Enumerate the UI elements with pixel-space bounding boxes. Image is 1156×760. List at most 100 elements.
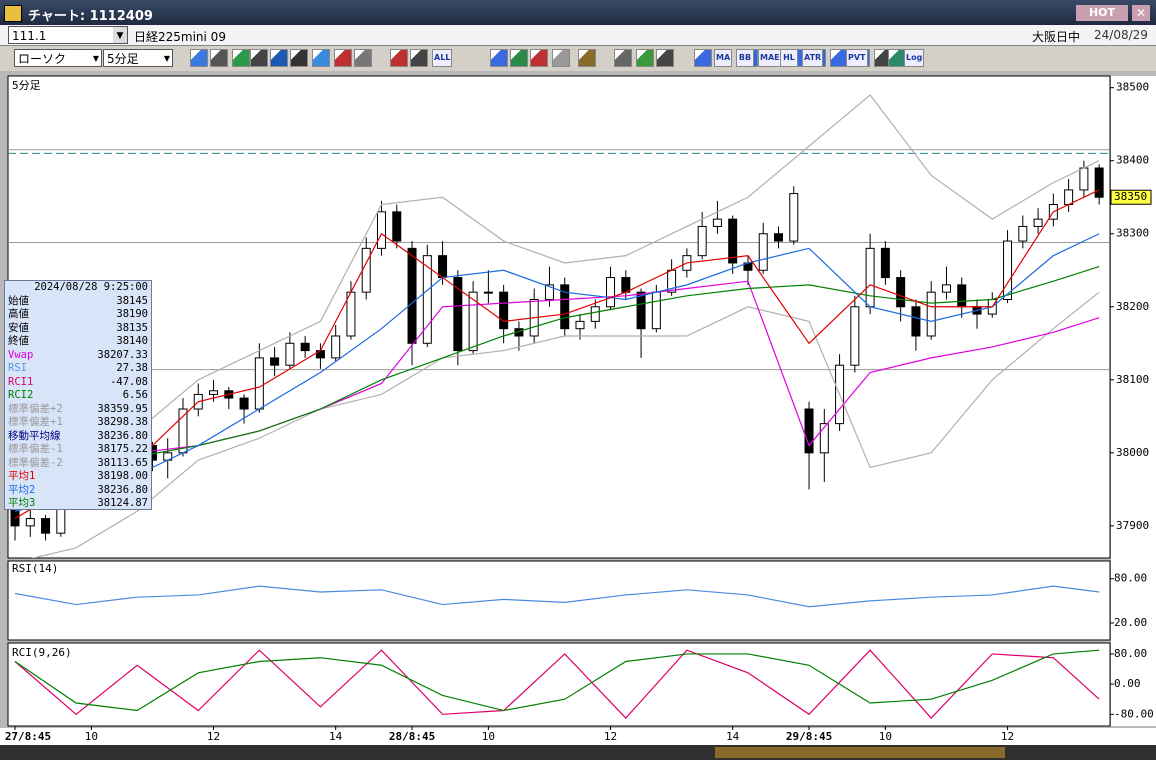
- toolbar-button[interactable]: [270, 49, 288, 67]
- info-row: 標準偏差+2 38359.95: [5, 403, 151, 417]
- toolbar-button[interactable]: ATR: [802, 49, 824, 67]
- candle-body: [1094, 167, 1104, 198]
- candle-body: [1079, 167, 1089, 191]
- toolbar-button[interactable]: [510, 49, 528, 67]
- symbol-bar: 111.1 ▼ 日経225mini 09 大阪日中 24/08/29: [0, 25, 1156, 46]
- info-value: 38135: [116, 321, 148, 334]
- toolbar-button[interactable]: [636, 49, 654, 67]
- toolbar-button[interactable]: [390, 49, 408, 67]
- toolbar-button[interactable]: [530, 49, 548, 67]
- info-value: -47.08: [110, 375, 148, 388]
- candle-body: [285, 342, 295, 366]
- x-tick-label: 27/8:45: [5, 730, 51, 743]
- toolbar-button[interactable]: MA: [714, 49, 733, 67]
- toolbar-button[interactable]: [694, 49, 712, 67]
- toolbar-button[interactable]: [614, 49, 632, 67]
- toolbar-button[interactable]: [578, 49, 596, 67]
- candle-body: [850, 306, 860, 366]
- x-tick-label: 14: [726, 730, 740, 743]
- info-row: RCI2 6.56: [5, 389, 151, 403]
- info-row: 標準偏差-1 38175.22: [5, 443, 151, 457]
- toolbar-button[interactable]: MAE: [758, 49, 782, 67]
- toolbar-button[interactable]: [410, 49, 428, 67]
- date: 24/08/29: [1094, 28, 1148, 42]
- app-icon: [4, 5, 22, 22]
- candle-body: [270, 357, 280, 366]
- interval-select[interactable]: 5分足 ▼: [103, 49, 173, 67]
- y-tick-label: 38400: [1116, 154, 1149, 167]
- toolbar-button[interactable]: [490, 49, 508, 67]
- info-value: 38113.65: [97, 456, 148, 469]
- toolbar-button[interactable]: HL: [780, 49, 798, 67]
- time-axis: [0, 728, 1156, 745]
- candle-body: [468, 291, 478, 352]
- candle-body: [376, 211, 386, 249]
- info-row: 終値 38140: [5, 335, 151, 349]
- toolbar-button[interactable]: [552, 49, 570, 67]
- info-row: 平均1 38198.00: [5, 470, 151, 484]
- candle-body: [209, 390, 219, 395]
- info-label: 標準偏差-2: [8, 456, 63, 469]
- candle-body: [911, 306, 921, 337]
- toolbar-button[interactable]: Log: [904, 49, 925, 67]
- info-row: 高値 38190: [5, 308, 151, 322]
- indicator-line: [14, 233, 1100, 512]
- candle-body: [1018, 225, 1028, 242]
- info-value: 38207.33: [97, 348, 148, 361]
- info-label: 高値: [8, 308, 29, 320]
- code-input[interactable]: 111.1 ▼: [8, 26, 128, 44]
- candle-body: [1033, 218, 1043, 227]
- info-label: RSI: [8, 362, 27, 374]
- current-price-box: [1110, 189, 1152, 205]
- info-value: 38298.38: [97, 416, 148, 428]
- toolbar-button[interactable]: BB: [736, 49, 754, 67]
- candle-body: [407, 247, 417, 344]
- candle-body: [606, 277, 616, 308]
- hot-button[interactable]: HOT: [1076, 5, 1128, 21]
- info-box: 2024/08/28 9:25:00 始値 38145 高値 38190 安値 38135…: [4, 280, 152, 510]
- candle-body: [239, 397, 249, 410]
- chart-type-select[interactable]: ローソク ▼: [14, 49, 102, 67]
- info-label: 標準偏差+1: [8, 416, 63, 428]
- info-label: Vwap: [8, 348, 34, 361]
- toolbar-button[interactable]: [334, 49, 352, 67]
- candle-body: [804, 408, 814, 454]
- candle-body: [254, 357, 264, 410]
- x-tick-label: 12: [1001, 730, 1014, 743]
- toolbar-button[interactable]: [656, 49, 674, 67]
- toolbar-button[interactable]: [210, 49, 228, 67]
- toolbar-button[interactable]: [232, 49, 250, 67]
- candle-body: [483, 291, 493, 294]
- market: 大阪日中: [1032, 30, 1081, 44]
- toolbar-button[interactable]: PVT: [846, 49, 868, 67]
- y-tick-label: 38300: [1116, 227, 1149, 240]
- info-row: 安値 38135: [5, 322, 151, 336]
- candle-body: [560, 284, 570, 330]
- panel-label: RCI(9,26): [12, 646, 72, 659]
- toolbar-button[interactable]: [354, 49, 372, 67]
- toolbar-button[interactable]: [312, 49, 330, 67]
- x-tick-label: 10: [482, 730, 495, 743]
- candle-body: [1064, 189, 1074, 206]
- toolbar-button[interactable]: [190, 49, 208, 67]
- candle-body: [926, 291, 936, 337]
- info-label: 平均1: [8, 470, 36, 482]
- toolbar-button[interactable]: [250, 49, 268, 67]
- toolbar-button[interactable]: [290, 49, 308, 67]
- info-value: 38175.22: [97, 443, 148, 455]
- x-tick-label: 28/8:45: [389, 730, 435, 743]
- rci-plot: [14, 649, 1100, 719]
- price-axis: [1111, 76, 1156, 726]
- candle-body: [896, 277, 906, 308]
- main-plot: [8, 94, 1110, 558]
- info-value: 38145: [116, 294, 148, 307]
- toolbar-button[interactable]: ALL: [432, 49, 453, 67]
- info-label: 標準偏差-1: [8, 443, 63, 455]
- close-button[interactable]: ✕: [1132, 5, 1150, 21]
- scroll-thumb[interactable]: [715, 747, 1005, 758]
- info-label: 安値: [8, 321, 29, 334]
- candle-body: [712, 218, 722, 227]
- code: 111.1: [12, 29, 47, 43]
- candle-body: [697, 225, 707, 257]
